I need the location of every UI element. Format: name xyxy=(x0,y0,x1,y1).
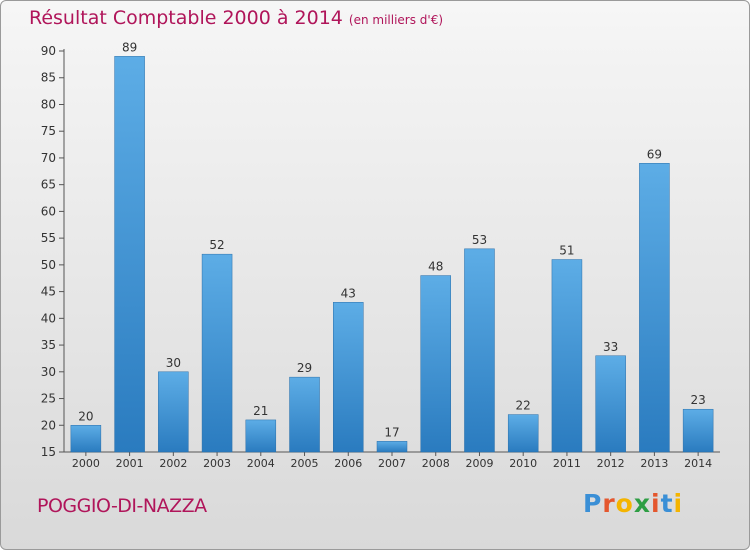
bar-2005 xyxy=(289,376,320,453)
x-tick-label: 2001 xyxy=(116,457,144,470)
bar-value-label: 30 xyxy=(166,356,181,370)
bar-2001 xyxy=(114,56,145,453)
bar-2004 xyxy=(245,419,277,453)
bar-value-label: 89 xyxy=(122,40,137,54)
chart-title: Résultat Comptable 2000 à 2014 xyxy=(29,7,343,29)
y-tick-label: 80 xyxy=(41,97,56,111)
bar-2013 xyxy=(639,163,670,453)
bar-value-label: 29 xyxy=(297,361,312,375)
y-tick-label: 45 xyxy=(41,285,56,299)
x-tick-label: 2003 xyxy=(203,457,231,470)
y-tick-label: 65 xyxy=(41,178,56,192)
x-tick-label: 2005 xyxy=(291,457,319,470)
logo-letter: i xyxy=(673,489,684,518)
bar-2007 xyxy=(376,441,408,453)
y-tick-label: 25 xyxy=(41,392,56,406)
logo-letter: r xyxy=(602,489,616,518)
logo-letter: i xyxy=(651,489,661,518)
bar-series: 20 89 30 52 21 29 43 17 48 53 22 51 33 69 23 xyxy=(70,40,714,453)
x-tick-label: 2013 xyxy=(640,457,668,470)
x-tick-label: 2006 xyxy=(334,457,362,470)
y-tick-label: 85 xyxy=(41,71,56,85)
bar-2014 xyxy=(682,408,714,453)
bar-value-label: 17 xyxy=(384,425,399,439)
bar-value-label: 52 xyxy=(209,238,224,252)
y-tick-label: 15 xyxy=(41,445,56,459)
x-tick-label: 2000 xyxy=(72,457,100,470)
y-tick-label: 55 xyxy=(41,231,56,245)
x-tick-label: 2010 xyxy=(509,457,537,470)
y-tick-label: 60 xyxy=(41,204,56,218)
bar-2002 xyxy=(158,371,189,453)
x-tick-label: 2002 xyxy=(159,457,187,470)
bar-2003 xyxy=(201,253,233,453)
logo-letter: o xyxy=(615,489,634,518)
bar-value-label: 48 xyxy=(428,260,443,274)
bar-value-label: 33 xyxy=(603,340,618,354)
logo-letter: P xyxy=(583,489,603,518)
y-tick-label: 75 xyxy=(41,124,56,138)
bar-value-label: 69 xyxy=(647,147,662,161)
y-tick-label: 50 xyxy=(41,258,56,272)
y-tick-label: 20 xyxy=(41,418,56,432)
logo-letter: x xyxy=(633,489,651,518)
y-tick-label: 70 xyxy=(41,151,56,165)
bar-value-label: 51 xyxy=(559,244,574,258)
bar-value-label: 20 xyxy=(78,409,93,423)
x-tick-label: 2009 xyxy=(465,457,493,470)
chart-unit-note: (en milliers d'€) xyxy=(348,13,444,27)
bar-value-label: 43 xyxy=(341,286,356,300)
bar-2010 xyxy=(507,414,539,453)
bar-2000 xyxy=(70,425,102,453)
bar-2006 xyxy=(333,302,364,453)
bar-2012 xyxy=(595,355,626,453)
y-tick-label: 35 xyxy=(41,338,56,352)
x-tick-label: 2011 xyxy=(553,457,581,470)
proxiti-logo[interactable]: Proxiti xyxy=(583,489,683,518)
y-tick-label: 40 xyxy=(41,311,56,325)
bar-2008 xyxy=(420,275,451,453)
bar-value-label: 22 xyxy=(516,399,531,413)
logo-letter: t xyxy=(660,489,674,518)
bar-value-label: 23 xyxy=(690,393,705,407)
place-name: POGGIO-DI-NAZZA xyxy=(37,495,207,517)
x-tick-label: 2007 xyxy=(378,457,406,470)
bar-2009 xyxy=(464,248,495,453)
y-tick-label: 30 xyxy=(41,365,56,379)
bar-value-label: 53 xyxy=(472,233,487,247)
bar-value-label: 21 xyxy=(253,404,268,418)
y-tick-label: 90 xyxy=(41,44,56,58)
bar-2011 xyxy=(551,259,583,453)
chart-title-block: Résultat Comptable 2000 à 2014 (en millie… xyxy=(29,7,443,29)
x-tick-label: 2004 xyxy=(247,457,275,470)
x-tick-label: 2012 xyxy=(597,457,625,470)
x-tick-label: 2014 xyxy=(684,457,712,470)
x-tick-label: 2008 xyxy=(422,457,450,470)
